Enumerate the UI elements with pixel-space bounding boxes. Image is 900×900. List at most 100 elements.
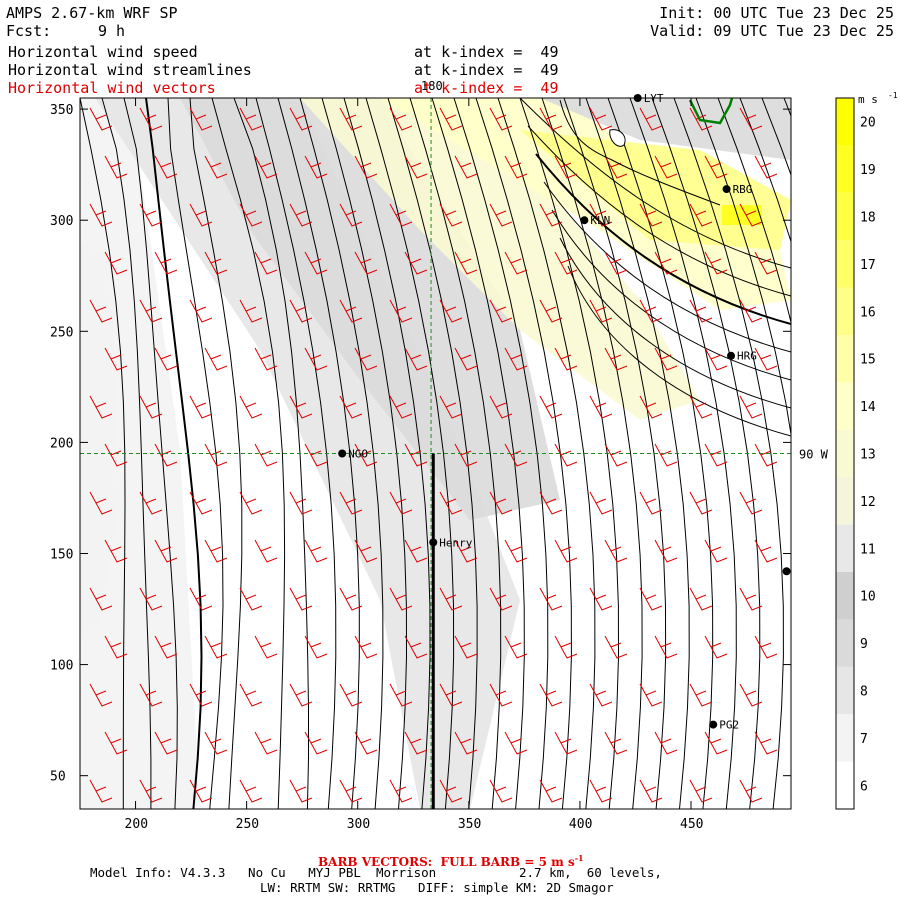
- wind-barb: [689, 203, 713, 227]
- wind-barb: [704, 635, 728, 659]
- colorbar-segment: [836, 335, 854, 383]
- wind-barb: [504, 731, 528, 755]
- wind-barb: [204, 635, 228, 659]
- wind-barb: [439, 203, 463, 227]
- wind-barb: [104, 539, 128, 563]
- field-level-vectors: at k-index = 49: [414, 79, 559, 97]
- wind-barb: [154, 635, 178, 659]
- colorbar-label: 14: [860, 400, 876, 415]
- wind-barb: [154, 731, 178, 755]
- wind-barb: [139, 491, 163, 515]
- wind-barb: [404, 539, 428, 563]
- init-time: Init: 00 UTC Tue 23 Dec 25: [659, 4, 894, 22]
- wind-barb: [489, 683, 513, 707]
- station-label: KLN: [590, 214, 610, 227]
- wind-barb: [404, 251, 428, 275]
- barb-note: BARB VECTORS: FULL BARB = 5 m s-1: [318, 853, 584, 869]
- wind-barb: [139, 107, 163, 131]
- wind-barb: [389, 395, 413, 419]
- wind-barb: [289, 107, 313, 131]
- wind-barb: [639, 107, 663, 131]
- wind-barb: [339, 299, 363, 323]
- wind-barb: [404, 635, 428, 659]
- colorbar-label: 9: [860, 637, 868, 652]
- colorbar-segment: [836, 477, 854, 525]
- wind-barb: [554, 635, 578, 659]
- wind-barb: [189, 587, 213, 611]
- field-name-speed: Horizontal wind speed: [8, 43, 198, 61]
- wind-barb: [489, 107, 513, 131]
- wind-barb: [204, 155, 228, 179]
- coastline: [559, 98, 734, 206]
- wind-barb: [204, 731, 228, 755]
- wind-barb: [639, 779, 663, 803]
- parallel-label: 90 W: [799, 448, 829, 462]
- wind-barb: [339, 779, 363, 803]
- wind-barb: [254, 731, 278, 755]
- colorbar-segment: [836, 382, 854, 430]
- wind-barb: [604, 539, 628, 563]
- field-name-vectors: Horizontal wind vectors: [8, 79, 216, 97]
- wind-barb: [254, 155, 278, 179]
- streamline: [409, 98, 502, 809]
- wind-barb: [339, 203, 363, 227]
- wind-barb: [389, 299, 413, 323]
- wind-barb: [389, 779, 413, 803]
- shading-band: [540, 98, 791, 160]
- wind-barb: [89, 395, 113, 419]
- wind-barb: [754, 635, 778, 659]
- streamlines: [80, 98, 791, 809]
- station-marker: [709, 720, 718, 729]
- wind-barb: [304, 347, 328, 371]
- colorbar-label: 6: [860, 779, 868, 794]
- wind-barb: [304, 635, 328, 659]
- wind-barb: [589, 203, 613, 227]
- wind-barb: [339, 683, 363, 707]
- wind-barb: [239, 107, 263, 131]
- colorbar-label: 11: [860, 542, 876, 557]
- wind-barb: [639, 299, 663, 323]
- wind-barb: [489, 587, 513, 611]
- station-label: HRG: [737, 350, 757, 363]
- shading-peak: [722, 205, 762, 225]
- wind-barb: [254, 539, 278, 563]
- y-tick-label: 200: [50, 436, 73, 451]
- colorbar-segment: [836, 98, 854, 146]
- valid-time: Valid: 09 UTC Tue 23 Dec 25: [650, 22, 894, 40]
- wind-barb: [504, 539, 528, 563]
- wind-barb: [489, 491, 513, 515]
- wind-barb: [154, 539, 178, 563]
- wind-barb: [539, 683, 563, 707]
- wind-barb: [439, 107, 463, 131]
- wind-barb: [704, 155, 728, 179]
- colorbar-label: 18: [860, 211, 876, 226]
- wind-barb: [404, 731, 428, 755]
- colorbar: 6 7 8 9 10 11 12 13 14 15 16 17 18 19 20 m s -1: [835, 91, 898, 810]
- colorbar-label: 20: [860, 116, 876, 131]
- streamline: [695, 98, 791, 438]
- wind-barb: [304, 539, 328, 563]
- forecast-value: 9 h: [98, 22, 126, 40]
- wind-barb: [689, 107, 713, 131]
- wind-barb: [489, 299, 513, 323]
- wind-barb: [554, 539, 578, 563]
- wind-barb: [589, 779, 613, 803]
- wind-barb: [189, 683, 213, 707]
- wind-barb: [189, 203, 213, 227]
- wind-barb: [289, 395, 313, 419]
- wind-barb: [554, 251, 578, 275]
- wind-barb: [754, 155, 778, 179]
- ice-edge: [559, 99, 721, 206]
- wind-barb: [354, 539, 378, 563]
- wind-barb: [554, 155, 578, 179]
- wind-barb: [404, 347, 428, 371]
- wind-barb: [289, 779, 313, 803]
- wind-barb: [154, 155, 178, 179]
- wind-barb: [354, 155, 378, 179]
- wind-barb: [189, 107, 213, 131]
- wind-barb: [439, 683, 463, 707]
- wind-barb: [539, 491, 563, 515]
- wind-barb: [89, 203, 113, 227]
- y-tick-label: 300: [50, 214, 73, 229]
- wind-barb: [454, 347, 478, 371]
